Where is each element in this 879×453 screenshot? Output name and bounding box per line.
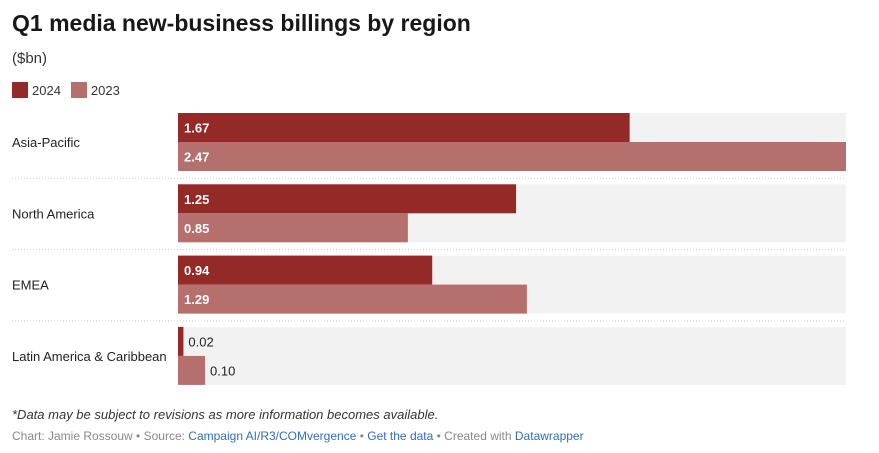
legend-swatch — [12, 82, 28, 98]
data-label: 1.67 — [184, 121, 209, 136]
category-label: North America — [12, 206, 95, 221]
legend-label: 2024 — [32, 82, 61, 98]
bar-2023 — [178, 142, 846, 171]
bar-2024 — [178, 255, 433, 285]
footnote: *Data may be subject to revisions as mor… — [12, 407, 439, 422]
separator: • — [132, 429, 144, 443]
bar-2023 — [178, 284, 527, 314]
created-with-label: Created with — [444, 429, 512, 443]
source-link[interactable]: Campaign AI/R3/COMvergence — [188, 429, 357, 443]
bar-chart: Asia-Pacific 1.67 2.47 North America 1.25 0.8… — [12, 113, 846, 385]
bar-2023 — [178, 213, 408, 243]
category-label: Asia-Pacific — [12, 135, 80, 150]
bar-background — [178, 326, 846, 385]
data-label: 0.94 — [184, 263, 210, 278]
legend: 2024 2023 — [12, 82, 120, 98]
category-label: Latin America & Caribbean — [12, 349, 167, 364]
separator: • — [433, 429, 445, 443]
data-label: 0.10 — [210, 363, 235, 378]
legend-item-2023: 2023 — [70, 82, 120, 98]
bar-2024 — [178, 184, 517, 214]
source-label: Source: — [143, 429, 185, 443]
get-data-link[interactable]: Get the data — [367, 429, 434, 443]
bar-2024 — [178, 326, 184, 356]
data-label: 2.47 — [184, 150, 209, 165]
data-label: 0.85 — [184, 221, 209, 236]
legend-swatch — [70, 82, 87, 98]
chart-author: Chart: Jamie Rossouw — [12, 429, 133, 443]
chart-subtitle: ($bn) — [12, 50, 48, 67]
bar-2023 — [178, 355, 206, 385]
data-label: 1.25 — [184, 192, 209, 207]
category-label: EMEA — [12, 278, 49, 293]
legend-item-2024: 2024 — [12, 82, 61, 98]
chart-title: Q1 media new-business billings by region — [12, 10, 471, 36]
datawrapper-link[interactable]: Datawrapper — [514, 429, 584, 443]
credits: Chart: Jamie Rossouw • Source: Campaign … — [12, 429, 584, 443]
data-label: 0.02 — [188, 334, 213, 349]
data-label: 1.29 — [184, 292, 209, 307]
separator: • — [356, 429, 368, 443]
legend-label: 2023 — [90, 82, 120, 98]
bar-2024 — [178, 113, 630, 142]
